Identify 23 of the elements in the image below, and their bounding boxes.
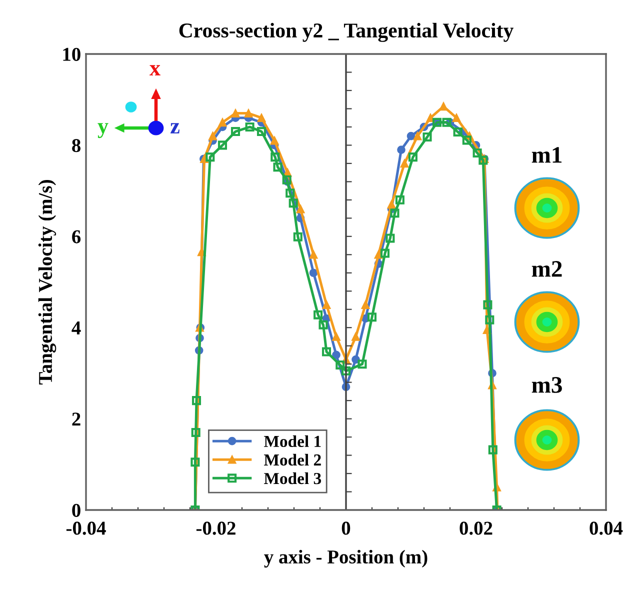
x-tick-label: 0.04 [590,522,623,535]
annotation: x [150,65,160,76]
y-tick-label: 4 [72,322,81,334]
legend-label: Model 3 [264,472,322,484]
annotation: m3 [532,377,562,393]
y-axis-title: Tangential Velocity (m/s) [38,180,56,385]
chart-title: Cross-section y2 _ Tangential Velocity [179,22,514,42]
y-tick-label: 10 [63,48,80,61]
legend-label: Model 1 [264,435,321,448]
y-tick-label: 6 [72,230,81,244]
y-tick-label: 2 [72,412,80,426]
annotation: m1 [532,147,562,163]
legend-label: Model 2 [264,454,321,466]
x-tick-label: 0 [342,522,350,535]
y-tick-label: 0 [72,504,80,517]
x-axis-title: y axis - Position (m) [264,550,428,568]
annotation: m2 [532,261,562,277]
annotation: z [170,123,180,134]
annotation: y [98,123,108,138]
x-tick-label: 0.02 [460,522,492,535]
x-tick-label: -0.04 [66,522,106,535]
y-tick-label: 8 [72,139,80,152]
x-tick-label: -0.02 [196,522,236,535]
